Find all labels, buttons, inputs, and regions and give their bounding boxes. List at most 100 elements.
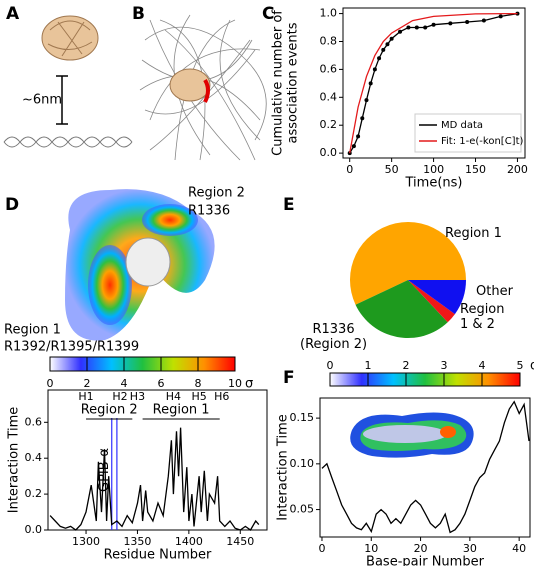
legend-label: MD data — [441, 120, 483, 131]
data-point — [481, 18, 486, 23]
y-tick-label: 0.15 — [290, 411, 315, 424]
data-point — [368, 81, 373, 86]
region-label: Region 1 — [4, 323, 61, 338]
region-label: R1336 — [188, 204, 230, 219]
y-tick-label: 0.2 — [25, 487, 43, 500]
inset-image — [350, 412, 474, 458]
data-point — [360, 116, 365, 121]
colorbar-tick-label: 2 — [84, 377, 91, 390]
panel-label: C — [262, 4, 274, 24]
pie-label: Region 1 — [445, 226, 502, 241]
data-point — [377, 56, 382, 61]
x-axis-label: Time(ns) — [405, 176, 463, 191]
x-tick-label: 1400 — [175, 535, 203, 548]
helix-label: H2 — [112, 390, 127, 403]
legend-label: Fit: 1-e(-kon[C]t) — [441, 136, 524, 147]
colorbar-tick-label: 6 — [158, 377, 165, 390]
panel-label: E — [283, 195, 295, 215]
binding-site — [203, 78, 210, 103]
colorbar-tick-label: 4 — [121, 377, 128, 390]
x-tick-label: 0 — [346, 163, 353, 176]
pie-slice — [408, 280, 466, 315]
data-point — [381, 47, 386, 52]
density-image — [65, 189, 215, 341]
y-tick-label: 0.4 — [25, 451, 43, 464]
x-tick-label: 30 — [463, 542, 477, 555]
helix-label: H3 — [130, 390, 145, 403]
y-axis-label: Interaction Time — [7, 407, 22, 513]
data-point — [372, 67, 377, 72]
panel-label: F — [283, 368, 295, 388]
colorbar-tick-label: 3 — [441, 359, 448, 372]
x-tick-label: 50 — [385, 163, 399, 176]
series-line — [49, 427, 260, 531]
colorbar-tick-label: 8 — [195, 377, 202, 390]
region-label: Region 1 — [153, 403, 210, 418]
x-tick-label: 1450 — [226, 535, 254, 548]
y-axis-label: Cumulative number of — [271, 10, 286, 156]
y-tick-label: 0.0 — [25, 523, 43, 536]
pie-slice — [355, 280, 448, 339]
colorbar-unit: σ — [530, 359, 534, 374]
colorbar-tick-label: 5 — [517, 359, 524, 372]
x-tick-label: 0 — [318, 542, 325, 555]
pie-slice — [408, 280, 455, 323]
panel-label: A — [6, 4, 20, 24]
y-axis-label: Interaction Time — [276, 414, 291, 520]
data-point — [465, 19, 470, 24]
pie-label: Region 1 & 2 — [460, 302, 505, 332]
region-label: Region 2 — [188, 186, 245, 201]
data-point — [364, 98, 369, 103]
helix-label: H1 — [78, 390, 93, 403]
series-line — [321, 400, 530, 534]
data-point — [431, 22, 436, 27]
y-tick-label: 0.10 — [290, 457, 315, 470]
plot-frame — [319, 397, 531, 538]
plot-frame — [47, 389, 268, 531]
x-tick-label: 10 — [364, 542, 378, 555]
x-tick-label: 200 — [507, 163, 528, 176]
x-axis-label: Base-pair Number — [366, 555, 485, 566]
region-label: R1392/R1395/R1399 — [4, 340, 139, 355]
x-tick-label: 40 — [512, 542, 526, 555]
x-tick-label: 1350 — [123, 535, 151, 548]
legend-box — [414, 113, 522, 153]
data-point — [498, 14, 503, 19]
colorbar-tick-label: 4 — [479, 359, 486, 372]
x-tick-label: 20 — [414, 542, 428, 555]
data-point — [398, 29, 403, 34]
colorbar-tick-label: 10 — [228, 377, 242, 390]
helix-label: H5 — [192, 390, 207, 403]
data-point — [356, 134, 361, 139]
helix-label: H4 — [166, 390, 181, 403]
data-point — [414, 25, 419, 30]
pie-label: R1336 (Region 2) — [300, 322, 368, 352]
x-tick-label: 150 — [465, 163, 486, 176]
x-axis-label: Residue Number — [104, 548, 212, 563]
data-point — [389, 36, 394, 41]
data-point — [448, 21, 453, 26]
colorbar-unit: σ — [245, 377, 253, 392]
y-tick-label: 0.0 — [320, 146, 338, 159]
y-tick-label: 0.8 — [320, 34, 338, 47]
helix-label: H6 — [214, 390, 229, 403]
y-tick-label: 0.6 — [25, 415, 43, 428]
distance-label: ~6nm — [22, 93, 62, 108]
data-point — [351, 144, 356, 149]
data-point — [406, 25, 411, 30]
series-line — [349, 12, 518, 154]
y-tick-label: 1.0 — [320, 7, 338, 20]
x-tick-label: 1300 — [72, 535, 100, 548]
protein-image — [169, 68, 211, 102]
data-point — [423, 25, 428, 30]
y-tick-label: 0.2 — [320, 118, 338, 131]
y-tick-label: 0.6 — [320, 62, 338, 75]
panel-label: B — [132, 4, 145, 24]
colorbar-tick-label: 1 — [365, 359, 372, 372]
dna-image — [3, 136, 133, 148]
colorbar-tick-label: 0 — [327, 359, 334, 372]
y-axis-label: association events — [286, 22, 301, 143]
colorbar — [329, 372, 521, 387]
colorbar-tick-label: 0 — [47, 377, 54, 390]
